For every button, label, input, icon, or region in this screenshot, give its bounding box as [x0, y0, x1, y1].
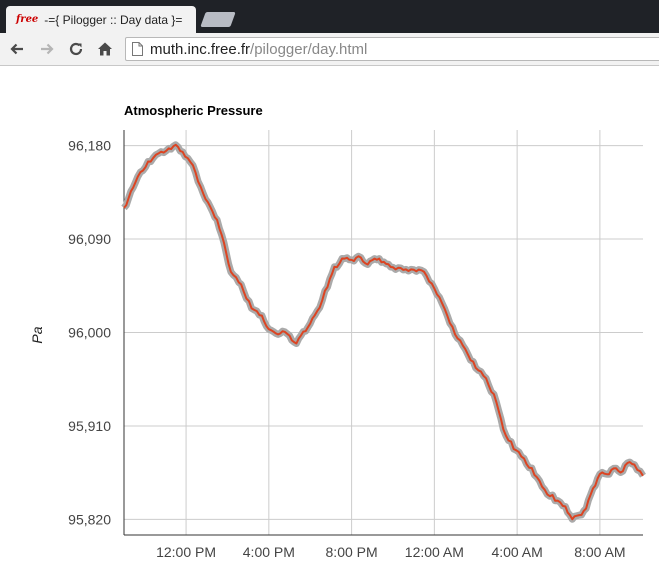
y-axis-label: Pa — [29, 326, 45, 343]
back-button[interactable] — [6, 33, 28, 65]
free-favicon-icon: free — [16, 14, 39, 25]
x-tick-label: 12:00 PM — [156, 544, 216, 560]
y-tick-label: 96,090 — [68, 231, 111, 247]
home-button[interactable] — [94, 33, 116, 65]
reload-icon — [69, 42, 83, 56]
url-path: /pilogger/day.html — [250, 40, 368, 58]
series — [121, 141, 646, 523]
y-tick-labels: 95,820 95,910 96,000 96,090 96,180 — [68, 138, 111, 528]
x-tick-label: 8:00 PM — [326, 544, 378, 560]
address-bar[interactable]: muth.inc.free.fr/pilogger/day.html — [125, 37, 659, 61]
reload-button[interactable] — [65, 33, 87, 65]
home-icon — [98, 42, 112, 56]
x-tick-label: 12:00 AM — [405, 544, 464, 560]
x-tick-label: 4:00 AM — [491, 544, 542, 560]
url-host: muth.inc.free.fr — [150, 40, 251, 58]
tab-strip: free -={ Pilogger :: Day data }= — [0, 0, 659, 33]
chart-title: Atmospheric Pressure — [124, 103, 263, 118]
forward-button[interactable] — [36, 33, 58, 65]
toolbar: muth.inc.free.fr/pilogger/day.html — [0, 33, 659, 66]
x-tick-label: 8:00 AM — [574, 544, 625, 560]
y-tick-label: 96,000 — [68, 325, 111, 341]
page-icon — [132, 42, 143, 56]
y-tick-label: 96,180 — [68, 138, 111, 154]
tab-title: -={ Pilogger :: Day data }= — [44, 12, 183, 27]
forward-icon — [41, 43, 54, 55]
browser-tab[interactable]: free -={ Pilogger :: Day data }= — [6, 6, 196, 33]
axes — [123, 130, 643, 536]
y-tick-label: 95,910 — [68, 418, 111, 434]
x-tick-label: 4:00 PM — [243, 544, 295, 560]
series-line — [123, 143, 644, 521]
gridlines — [124, 130, 643, 535]
y-tick-label: 95,820 — [68, 511, 111, 527]
x-tick-labels: 12:00 PM 4:00 PM 8:00 PM 12:00 AM 4:00 AM 8:0… — [156, 544, 625, 560]
back-icon — [10, 43, 23, 55]
